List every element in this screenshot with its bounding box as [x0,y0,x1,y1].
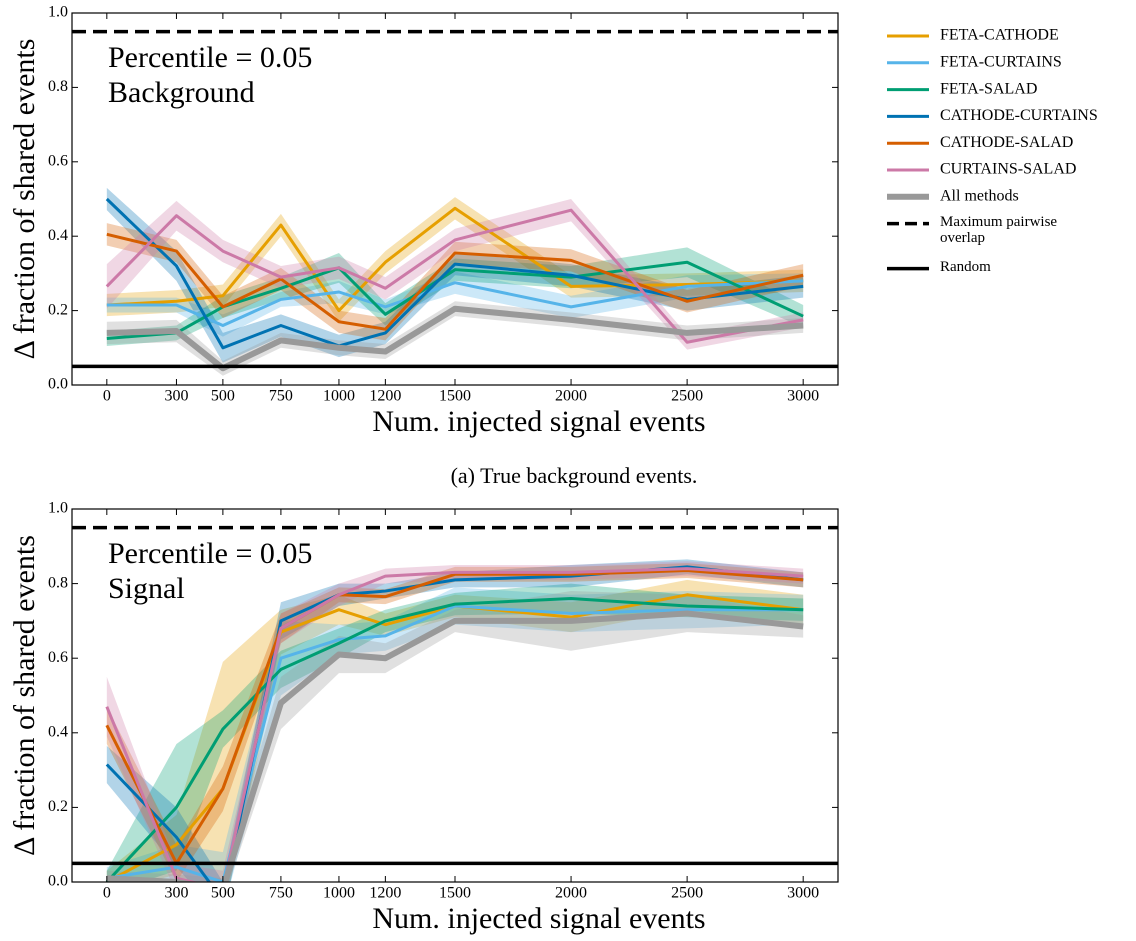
series-line [105,569,804,865]
series-line [105,597,804,882]
series-line [106,232,804,331]
y-tick-label: 0.2 [48,798,68,815]
y-tick-label: 0.0 [48,376,68,393]
error-band [106,223,804,341]
y-tick-label: 0.4 [48,723,68,740]
x-tick-label: 0 [103,885,111,902]
error-band [106,561,804,882]
x-tick-label: 750 [269,388,293,405]
plot-area [105,187,804,376]
x-tick-label: 2000 [555,388,587,405]
error-band [106,187,804,363]
x-tick-label: 1000 [323,885,355,902]
y-tick-label: 0.6 [48,649,68,666]
x-tick-label: 500 [211,388,235,405]
error-band [106,563,804,882]
y-tick-label: 0.6 [48,152,68,169]
legend-label: CATHODE-SALAD [940,134,1073,151]
series-line [105,208,804,344]
x-tick-label: 1500 [439,885,471,902]
legend-label: CURTAINS-SALAD [940,161,1076,178]
x-tick-label: 2500 [671,388,703,405]
legend-label: FETA-SALAD [940,80,1037,97]
legend-label: Random [940,258,991,275]
y-tick-label: 0.2 [48,301,68,318]
y-tick-label: 1.0 [48,4,68,21]
y-tick-label: 0.4 [48,227,68,244]
x-tick-label: 3000 [787,885,819,902]
plot-area [105,559,804,882]
x-tick-label: 750 [269,885,293,902]
x-tick-label: 1000 [323,388,355,405]
legend-label: FETA-CATHODE [940,27,1059,44]
y-tick-label: 0.0 [48,873,68,890]
y-tick-label: 1.0 [48,500,68,517]
legend-label-box: Random [940,258,991,275]
x-tick-label: 300 [164,388,188,405]
x-tick-label: 500 [211,885,235,902]
legend-label-box: Maximum pairwise overlap [940,213,1058,246]
annotation: Signal [108,572,185,605]
series-line [105,197,804,350]
series-line [106,206,804,313]
y-tick-label: 0.8 [48,574,68,591]
x-tick-label: 0 [103,388,111,405]
x-tick-label: 1200 [369,388,401,405]
series-line [105,567,804,882]
x-tick-label: 2000 [555,885,587,902]
y-axis-label: Δ fraction of shared events [8,535,41,856]
annotation: Percentile = 0.05 [108,537,312,570]
error-band [106,559,804,882]
x-tick-label: 1500 [439,388,471,405]
legend-label: FETA-CURTAINS [940,53,1062,70]
x-tick-label: 300 [164,885,188,902]
series-line [106,260,804,340]
series-line [106,593,804,882]
legend-label: Maximum pairwise overlap [940,213,1058,246]
series-line [106,279,804,327]
error-band [106,301,804,376]
x-tick-label: 2500 [671,885,703,902]
x-tick-label: 1200 [369,885,401,902]
x-axis-label: Num. injected signal events [372,902,705,935]
error-band [106,247,804,346]
x-axis-label: Num. injected signal events [372,405,705,438]
series-line [106,610,804,882]
error-band [106,197,804,322]
annotation: Percentile = 0.05 [108,41,312,74]
y-tick-label: 0.8 [48,78,68,95]
legend-label: CATHODE-CURTAINS [940,107,1098,124]
series-line [106,604,804,882]
series-line [106,305,804,372]
x-tick-label: 3000 [787,388,819,405]
y-axis-label: Δ fraction of shared events [8,39,41,360]
annotation: Background [108,76,255,109]
caption: (a) True background events. [451,463,698,488]
legend-label: All methods [940,187,1019,204]
